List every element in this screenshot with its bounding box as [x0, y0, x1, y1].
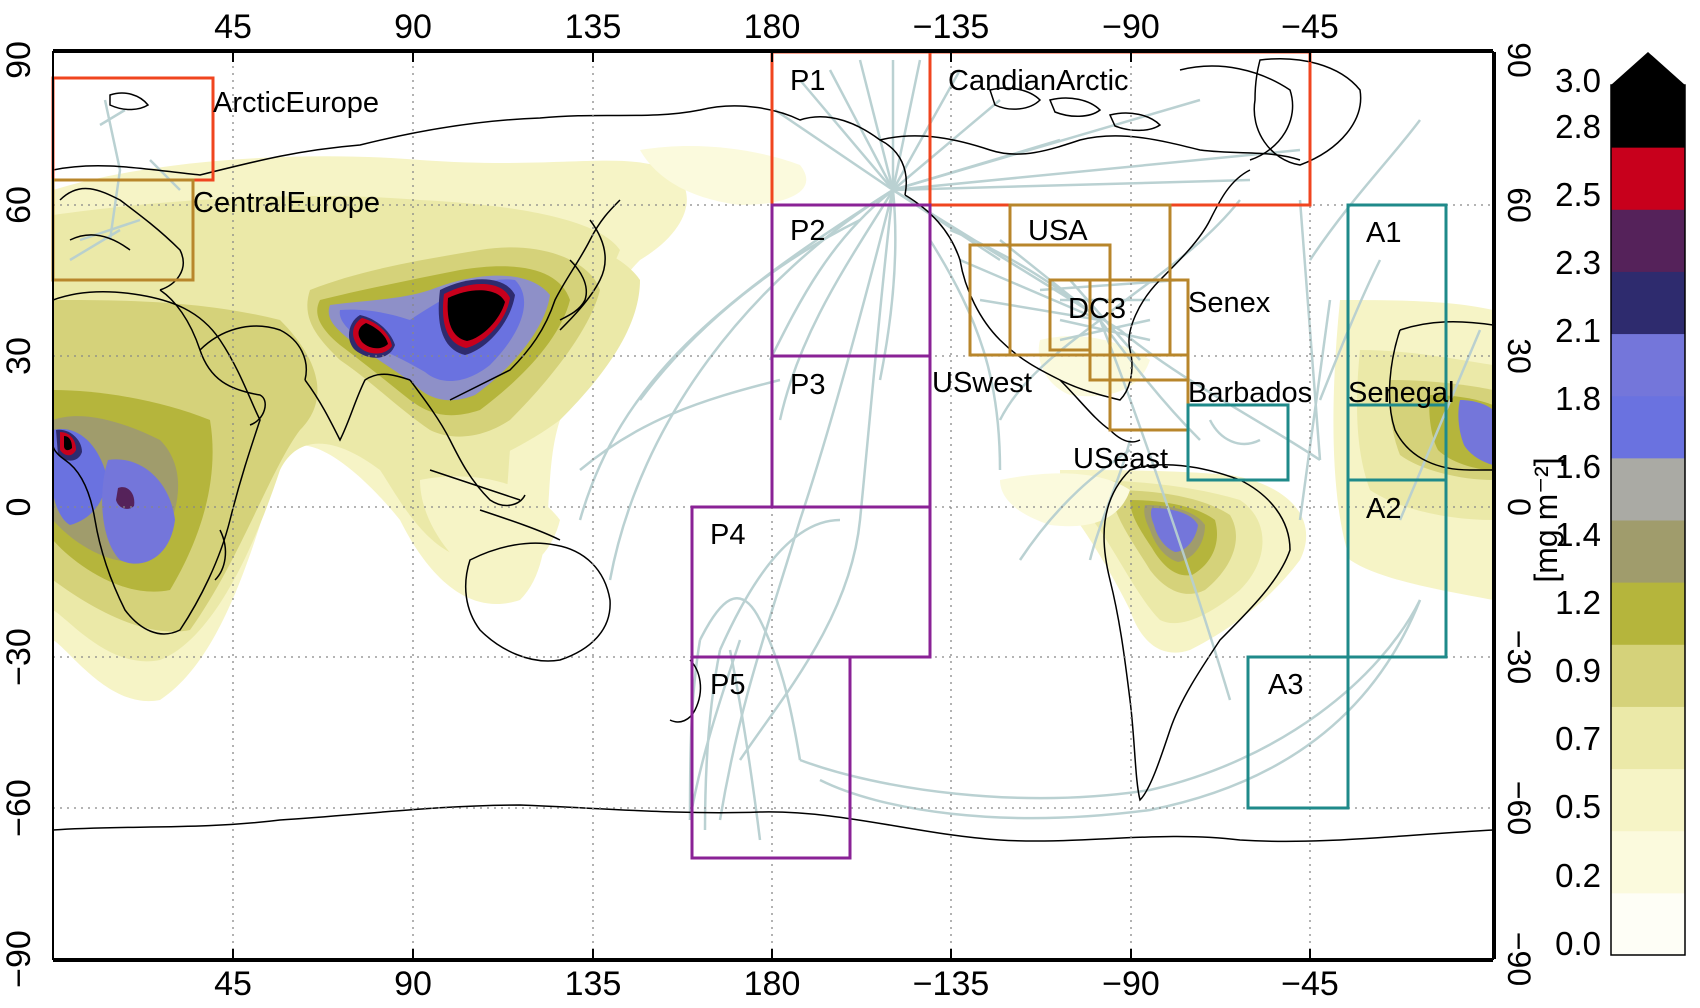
map-gridlines [53, 52, 1493, 959]
colorbar-frame [1610, 84, 1686, 956]
map-ticks [232, 52, 1311, 959]
colorbar-label: 0.5 [1555, 788, 1601, 825]
lon-axis-top: 45 90 135 180 −135 −90 −45 [214, 8, 1339, 46]
lat-tick-right: −60 [1501, 781, 1537, 835]
region-label-p3: P3 [790, 369, 825, 401]
colorbar-swatch [1611, 147, 1685, 210]
region-label-arctic-europe: ArcticEurope [213, 87, 379, 119]
lat-tick-right: 0 [1501, 498, 1537, 516]
region-label-usa: USA [1028, 215, 1088, 247]
colorbar-swatches [1611, 85, 1685, 956]
colorbar-swatch [1611, 457, 1685, 521]
lon-tick-top: 90 [394, 8, 432, 46]
region-label-p5: P5 [710, 669, 745, 701]
lon-tick-top: 180 [744, 8, 801, 46]
lat-axis-right: −90 −60 −30 0 30 60 90 [1501, 42, 1537, 986]
colorbar-extend-arrow [1611, 52, 1685, 85]
colorbar-label: 1.6 [1555, 448, 1601, 485]
colorbar-label: 0.0 [1555, 925, 1601, 962]
lon-tick-bottom: −135 [913, 965, 990, 1003]
concentration-field [53, 145, 1493, 702]
colorbar-swatch [1611, 520, 1685, 583]
lat-tick-right: −90 [1501, 932, 1537, 986]
colorbar-swatch [1611, 271, 1685, 335]
lat-tick-left: 0 [0, 498, 38, 517]
colorbar-label: 2.5 [1555, 176, 1601, 213]
lon-tick-top: −135 [913, 8, 990, 46]
lon-tick-bottom: 90 [394, 965, 432, 1003]
lat-axis-left: −90 −60 −30 0 30 60 90 [0, 41, 38, 988]
lat-tick-left: −90 [0, 930, 38, 988]
lat-tick-right: −30 [1501, 630, 1537, 684]
lon-tick-top: −90 [1102, 8, 1160, 46]
colorbar-swatch [1611, 892, 1685, 956]
region-label-a2: A2 [1366, 493, 1401, 525]
lat-tick-right: 60 [1501, 187, 1537, 223]
colorbar-label: 2.1 [1555, 312, 1601, 349]
region-label-senegal: Senegal [1348, 377, 1454, 409]
region-label-p2: P2 [790, 215, 825, 247]
region-label-uswest: USwest [932, 367, 1032, 399]
region-box-p5 [690, 655, 852, 860]
coastlines [53, 58, 1493, 843]
region-label-a3: A3 [1268, 669, 1303, 701]
lon-tick-top: −45 [1281, 8, 1339, 46]
lon-tick-bottom: −45 [1281, 965, 1339, 1003]
lat-tick-left: −30 [0, 628, 38, 686]
colorbar-swatch [1611, 582, 1685, 645]
colorbar-swatch [1611, 644, 1685, 707]
lat-tick-right: 90 [1501, 42, 1537, 78]
colorbar-label: 1.4 [1555, 516, 1601, 553]
lon-tick-top: 45 [214, 8, 252, 46]
colorbar-label: 2.8 [1555, 108, 1601, 145]
region-label-canadian-arctic: CandianArctic [948, 65, 1129, 97]
colorbar-swatch [1611, 85, 1685, 148]
colorbar-swatch [1611, 830, 1685, 894]
lon-axis-bottom: 45 90 135 180 −135 −90 −45 [214, 965, 1339, 1003]
lon-tick-bottom: −90 [1102, 965, 1160, 1003]
lat-tick-left: 90 [0, 41, 38, 79]
colorbar-swatch [1611, 706, 1685, 770]
region-label-central-europe: CentralEurope [193, 187, 380, 219]
region-box-a2 [1346, 478, 1448, 659]
colorbar-label: 1.2 [1555, 584, 1601, 621]
flight-tracks [69, 59, 1482, 841]
lon-tick-top: 135 [565, 8, 622, 46]
colorbar-labels: 0.0 0.2 0.5 0.7 0.9 1.2 1.4 1.6 1.8 2.1 … [1555, 62, 1601, 962]
colorbar-label: 0.9 [1555, 652, 1601, 689]
colorbar-label: 0.7 [1555, 720, 1601, 757]
colorbar-units-label: [mg m⁻²] [1528, 457, 1564, 582]
region-label-senex: Senex [1188, 287, 1271, 319]
lat-tick-left: 30 [0, 337, 38, 375]
lat-tick-left: −60 [0, 779, 38, 837]
lat-tick-right: 30 [1501, 338, 1537, 374]
colorbar-label: 1.8 [1555, 380, 1601, 417]
colorbar-label: 3.0 [1555, 62, 1601, 99]
region-box-useast [1108, 353, 1190, 432]
colorbar: 0.0 0.2 0.5 0.7 0.9 1.2 1.4 1.6 1.8 2.1 … [1555, 52, 1686, 962]
lon-tick-bottom: 45 [214, 965, 252, 1003]
region-label-p4: P4 [710, 519, 745, 551]
colorbar-swatch [1611, 768, 1685, 832]
colorbar-label: 2.3 [1555, 244, 1601, 281]
region-box-barbados [1186, 403, 1290, 482]
lat-tick-left: 60 [0, 186, 38, 224]
lon-tick-bottom: 180 [744, 965, 801, 1003]
colorbar-label: 0.2 [1555, 857, 1601, 894]
colorbar-swatch [1611, 333, 1685, 397]
region-label-barbados: Barbados [1188, 377, 1312, 409]
region-label-p1: P1 [790, 65, 825, 97]
region-box-a3 [1246, 655, 1350, 810]
region-label-a1: A1 [1366, 217, 1401, 249]
region-box-senex [1088, 278, 1190, 382]
region-label-useast: USeast [1073, 443, 1168, 475]
lon-tick-bottom: 135 [565, 965, 622, 1003]
region-label-dc3: DC3 [1068, 293, 1126, 325]
colorbar-swatch [1611, 395, 1685, 459]
colorbar-swatch [1611, 209, 1685, 272]
